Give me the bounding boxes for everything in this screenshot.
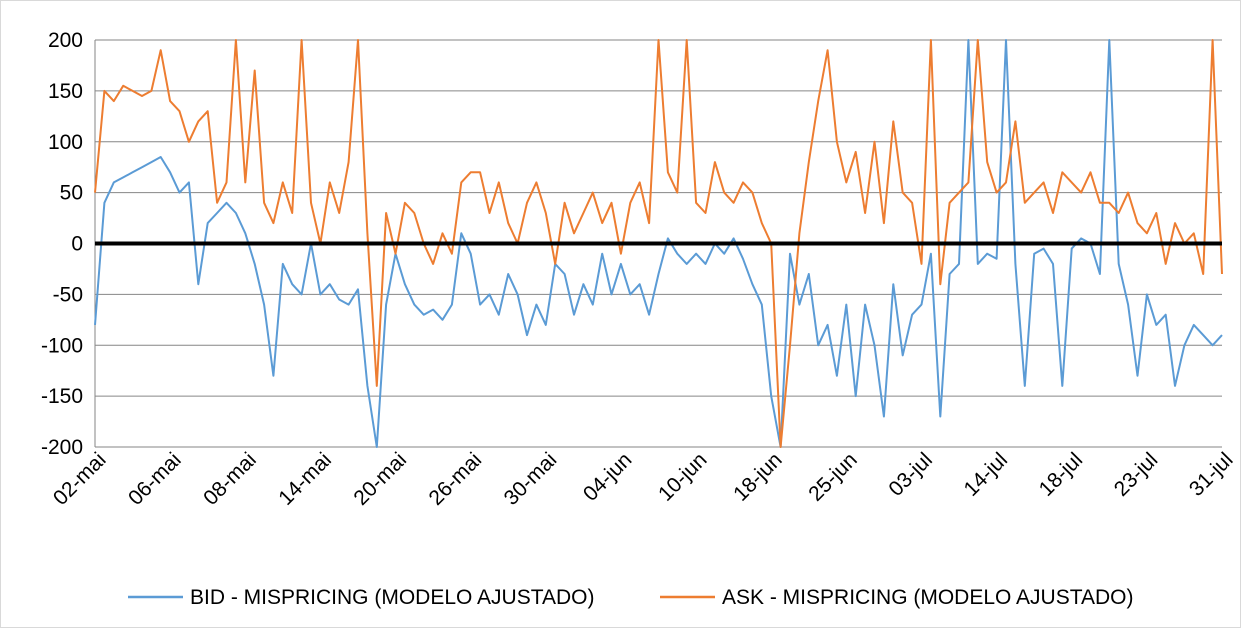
series-line — [94, 39, 1223, 448]
y-tick-label: -100 — [41, 334, 83, 357]
legend-label: ASK - MISPRICING (MODELO AJUSTADO) — [722, 586, 1134, 609]
y-tick-label: 0 — [71, 233, 83, 256]
y-tick-label: -200 — [41, 436, 83, 459]
y-tick-label: -150 — [41, 385, 83, 408]
y-tick-label: 100 — [48, 131, 83, 154]
y-tick-label: -50 — [53, 283, 83, 306]
legend-label: BID - MISPRICING (MODELO AJUSTADO) — [190, 586, 594, 609]
y-tick-label: 200 — [48, 29, 83, 52]
y-tick-label: 50 — [60, 182, 83, 205]
y-tick-label: 150 — [48, 80, 83, 103]
series-line — [94, 39, 1223, 448]
